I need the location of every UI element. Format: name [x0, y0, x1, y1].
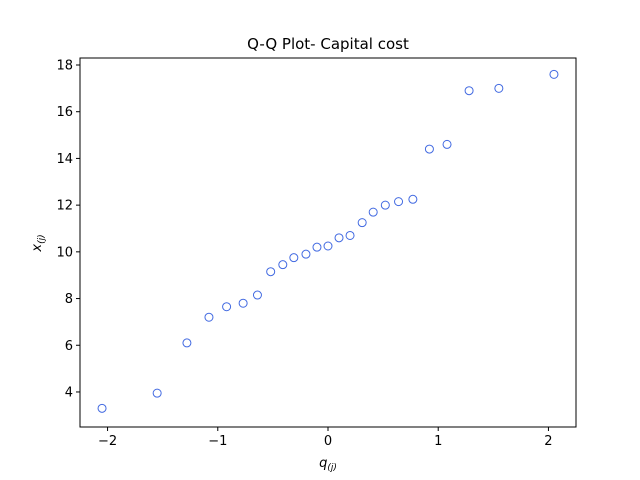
- x-tick-label: 0: [324, 434, 332, 449]
- data-point: [152, 388, 162, 398]
- data-point: [266, 267, 276, 277]
- data-point: [494, 83, 504, 93]
- y-tick-label: 6: [65, 339, 73, 354]
- y-tick-label: 8: [65, 292, 73, 307]
- y-tick-label: 12: [56, 199, 73, 214]
- x-axis-label-base: q: [319, 456, 327, 471]
- x-tick-label: 1: [434, 434, 442, 449]
- data-point: [345, 230, 355, 240]
- x-tick-label: 2: [544, 434, 552, 449]
- y-axis-label: x(j): [30, 234, 47, 252]
- plot-frame: [79, 57, 577, 428]
- data-point: [549, 69, 559, 79]
- data-point: [222, 302, 232, 312]
- data-point: [278, 260, 288, 270]
- data-point: [464, 86, 474, 96]
- x-tick-label: −2: [98, 434, 117, 449]
- data-point: [408, 194, 418, 204]
- data-point: [424, 144, 434, 154]
- data-point: [442, 139, 452, 149]
- data-point: [289, 253, 299, 263]
- data-point: [394, 197, 404, 207]
- data-point: [182, 338, 192, 348]
- x-tick-label: −1: [208, 434, 227, 449]
- data-point: [368, 207, 378, 217]
- chart-title: Q-Q Plot- Capital cost: [247, 35, 409, 53]
- y-tick-label: 10: [56, 245, 73, 260]
- data-point: [204, 312, 214, 322]
- x-axis-label: q(j): [319, 456, 337, 473]
- y-tick-label: 16: [56, 105, 73, 120]
- data-point: [357, 218, 367, 228]
- data-point: [312, 242, 322, 252]
- data-point: [380, 200, 390, 210]
- y-tick-label: 18: [56, 59, 73, 74]
- data-point: [301, 249, 311, 259]
- data-point: [238, 298, 248, 308]
- data-point: [97, 403, 107, 413]
- data-point: [334, 233, 344, 243]
- y-tick-label: 14: [56, 152, 73, 167]
- y-axis-label-base: x: [30, 244, 45, 253]
- x-axis-label-subscript: (j): [327, 463, 337, 473]
- y-tick-label: 4: [65, 385, 73, 400]
- y-axis-label-subscript: (j): [37, 234, 47, 244]
- data-point: [323, 241, 333, 251]
- data-point: [252, 290, 262, 300]
